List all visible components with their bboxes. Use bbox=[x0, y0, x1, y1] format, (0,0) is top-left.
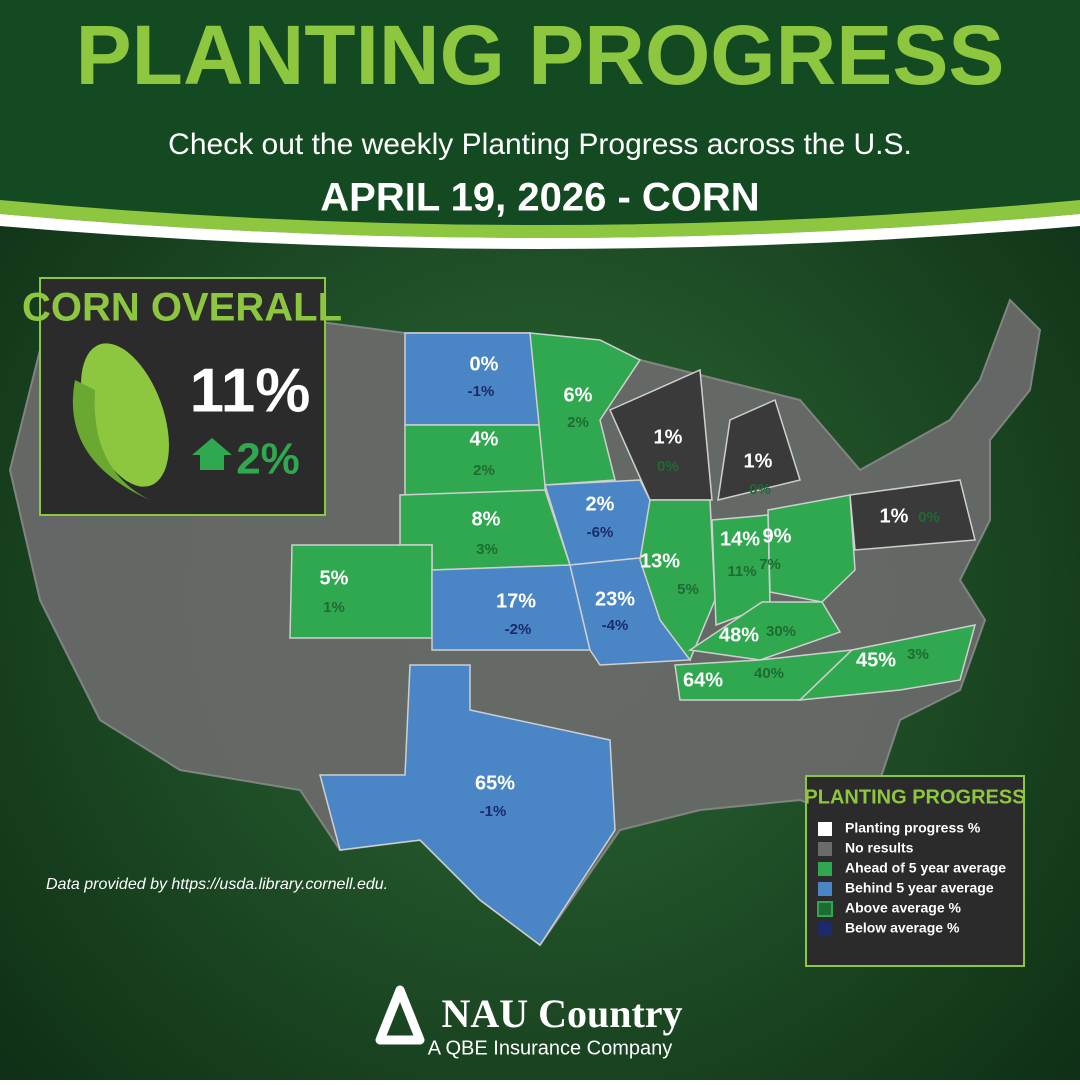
state-progress: 48% bbox=[719, 624, 759, 646]
legend-swatch bbox=[817, 901, 833, 917]
state-progress: 45% bbox=[856, 649, 896, 671]
state-progress: 4% bbox=[470, 428, 499, 450]
date: APRIL 19, 2026 - CORN bbox=[320, 176, 759, 220]
state bbox=[797, 624, 977, 701]
state-change: 1% bbox=[323, 599, 345, 616]
header-stripe bbox=[0, 200, 1080, 238]
state-progress: 1% bbox=[880, 505, 909, 527]
header-stripe bbox=[0, 214, 1080, 249]
state-change: 0% bbox=[918, 509, 940, 526]
header-band bbox=[0, 0, 1080, 225]
legend-swatch bbox=[818, 882, 832, 896]
legend-swatch bbox=[818, 862, 832, 876]
state-change: -2% bbox=[505, 621, 532, 638]
state-progress: 1% bbox=[654, 426, 683, 448]
state-change: 0% bbox=[749, 481, 771, 498]
state-progress: 0% bbox=[470, 353, 499, 375]
legend-label: Behind 5 year average bbox=[845, 880, 994, 896]
state-change: -1% bbox=[468, 383, 495, 400]
state-progress: 6% bbox=[564, 384, 593, 406]
state-progress: 5% bbox=[320, 567, 349, 589]
state-change: 3% bbox=[476, 541, 498, 558]
state bbox=[319, 664, 616, 947]
state-change: -6% bbox=[587, 524, 614, 541]
state bbox=[849, 479, 976, 551]
legend-label: Planting progress % bbox=[845, 820, 981, 836]
states: 0% -1% 4% 2% 8% 3% 5% 1% 17% -2% 6% 2% 2% -6% 23% -4% 1%… bbox=[289, 332, 977, 947]
state bbox=[767, 494, 856, 603]
state-change: 7% bbox=[759, 556, 781, 573]
state bbox=[687, 601, 842, 661]
legend-swatch bbox=[818, 922, 832, 936]
legend-label: No results bbox=[845, 840, 914, 856]
legend: Planting progress % No results Ahead of 5 … bbox=[817, 820, 1006, 936]
state bbox=[639, 499, 716, 662]
state-progress: 13% bbox=[640, 550, 680, 572]
state-change: 2% bbox=[567, 414, 589, 431]
state-change: 2% bbox=[473, 462, 495, 479]
state-change: -1% bbox=[480, 803, 507, 820]
up-arrow bbox=[192, 438, 232, 470]
state-progress: 65% bbox=[475, 772, 515, 794]
state bbox=[289, 544, 433, 639]
legend-title: PLANTING PROGRESS bbox=[804, 786, 1025, 808]
title: PLANTING PROGRESS bbox=[76, 8, 1005, 102]
state-progress: 64% bbox=[683, 669, 723, 691]
state-progress: 23% bbox=[595, 588, 635, 610]
legend-label: Below average % bbox=[845, 920, 960, 936]
state-change: 40% bbox=[754, 665, 784, 682]
state bbox=[569, 557, 692, 666]
state-progress: 9% bbox=[763, 525, 792, 547]
state bbox=[609, 368, 713, 501]
state-progress: 1% bbox=[744, 450, 773, 472]
state-change: 3% bbox=[907, 646, 929, 663]
legend-label: Ahead of 5 year average bbox=[845, 860, 1006, 876]
state bbox=[404, 332, 546, 426]
state-change: -4% bbox=[602, 617, 629, 634]
state-progress: 8% bbox=[472, 508, 501, 530]
logo-tagline: A QBE Insurance Company bbox=[428, 1037, 673, 1059]
state-change: 5% bbox=[677, 581, 699, 598]
state-change: 30% bbox=[766, 623, 796, 640]
state-change: 0% bbox=[657, 458, 679, 475]
overall-change: 2% bbox=[236, 435, 300, 484]
state-progress: 17% bbox=[496, 590, 536, 612]
legend-box bbox=[805, 775, 1025, 967]
state-progress: 2% bbox=[586, 493, 615, 515]
corn-icon bbox=[72, 343, 169, 500]
logo-name: NAU Country bbox=[441, 991, 682, 1036]
legend-swatch bbox=[818, 842, 832, 856]
subtitle: Check out the weekly Planting Progress a… bbox=[168, 128, 912, 161]
source: Data provided by https://usda.library.co… bbox=[46, 876, 388, 893]
legend-swatch bbox=[818, 822, 832, 836]
state-progress: 14% bbox=[720, 528, 760, 550]
overall-title: CORN OVERALL bbox=[22, 286, 342, 330]
logo-icon bbox=[375, 985, 425, 1045]
state bbox=[717, 398, 801, 501]
state-change: 11% bbox=[727, 563, 756, 580]
overall-progress: 11% bbox=[190, 356, 311, 425]
legend-label: Above average % bbox=[845, 900, 961, 916]
